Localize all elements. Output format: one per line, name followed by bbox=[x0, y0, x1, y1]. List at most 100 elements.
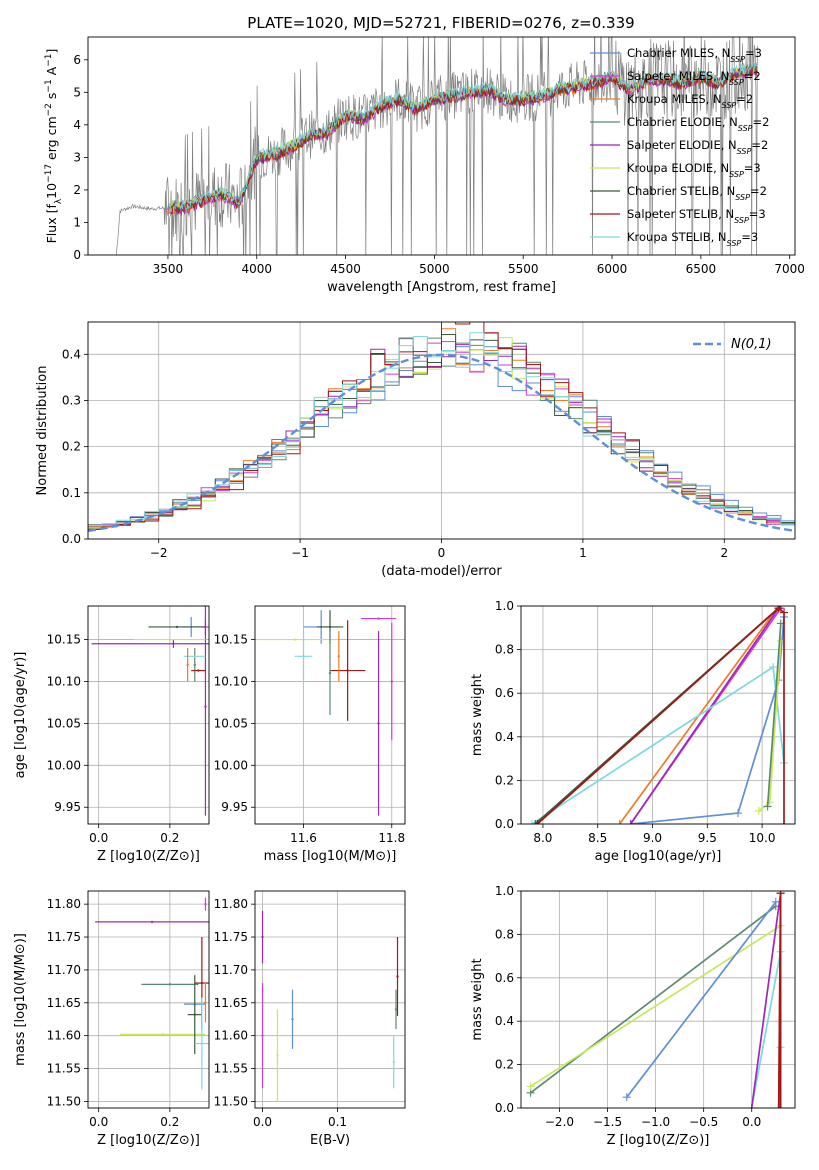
legend-sub: SSP bbox=[727, 239, 742, 248]
panel-mass-weight-vs-age: 8.0 8.5 9.0 9.5 10.0 0.0 0.2 0.4 0.6 0.8 1.0 age [l… bbox=[470, 599, 796, 864]
y-tick-label: 10.15 bbox=[47, 633, 81, 647]
figure-title: PLATE=1020, MJD=52721, FIBERID=0276, z=0… bbox=[247, 14, 634, 32]
weight-marker bbox=[626, 820, 635, 824]
y-tick-label: 0.8 bbox=[495, 927, 514, 941]
y-tick-label: 1.0 bbox=[495, 884, 514, 898]
spectrum-lines bbox=[116, 37, 758, 255]
x-tick-label: 0.0 bbox=[89, 1115, 108, 1129]
x-tick-label: 11.8 bbox=[378, 831, 405, 845]
y-tick-label: 11.65 bbox=[214, 996, 248, 1010]
x-tick-label: 0.0 bbox=[253, 1115, 272, 1129]
errorbar-point bbox=[390, 680, 393, 683]
x-axis-label: E(B-V) bbox=[310, 1133, 350, 1148]
y-tick-label: 9.95 bbox=[54, 800, 81, 814]
legend-entry: Kroupa MILES, NSSP=2 bbox=[627, 92, 753, 110]
y-tick-label: 5 bbox=[73, 85, 81, 99]
y-axis-label: mass [log10(M/M⊙)] bbox=[13, 933, 28, 1066]
x-axis-label: (data-model)/error bbox=[381, 564, 502, 579]
axes-frame bbox=[520, 605, 796, 825]
weight-marker bbox=[526, 1082, 535, 1091]
y-tick-label: 11.60 bbox=[47, 1029, 81, 1043]
y-tick-label: 11.70 bbox=[47, 963, 81, 977]
legend-label: Chabrier STELIB, N bbox=[627, 184, 735, 198]
legend-sub: SSP bbox=[729, 170, 744, 179]
histograms bbox=[88, 322, 795, 533]
y-tick-label: 2 bbox=[73, 183, 81, 197]
x-tick-label: 9.0 bbox=[643, 831, 662, 845]
errorbar-point bbox=[328, 625, 332, 629]
y-axis-label: Normed distribution bbox=[35, 366, 50, 496]
legend-label: Chabrier MILES, N bbox=[627, 46, 730, 60]
errorbar-point bbox=[200, 981, 204, 985]
errorbar-point bbox=[168, 983, 172, 986]
x-tick-label: 0.0 bbox=[742, 1115, 761, 1129]
x-tick-label: 8.0 bbox=[533, 831, 552, 845]
errorbar-point bbox=[396, 975, 399, 978]
y-tick-label: 11.65 bbox=[47, 996, 81, 1010]
errorbar-point bbox=[204, 902, 207, 906]
errorbar-point bbox=[200, 1042, 204, 1045]
panel-mass-vs-Z: 0.0 0.2 11.50 11.55 11.60 11.65 11.70 11.75 11.8… bbox=[13, 890, 210, 1148]
y-tick-label: 1 bbox=[73, 215, 81, 229]
y-tick-label: 11.50 bbox=[214, 1094, 248, 1108]
y-axis-label: mass weight bbox=[470, 674, 485, 756]
y-label-part: 10 bbox=[44, 183, 59, 199]
errorbar-point bbox=[346, 669, 349, 672]
y-tick-label: 0.1 bbox=[62, 486, 81, 500]
y-tick-label: 11.50 bbox=[47, 1094, 81, 1108]
y-tick-label: 6 bbox=[73, 53, 81, 67]
legend-sub: SSP bbox=[722, 101, 737, 110]
errorbar-point bbox=[394, 1008, 398, 1011]
weight-marker bbox=[776, 891, 785, 898]
y-tick-label: 0.8 bbox=[495, 643, 514, 657]
y-label-part: f bbox=[44, 204, 59, 209]
model-series-7 bbox=[171, 64, 758, 215]
x-tick-label: 0.0 bbox=[89, 831, 108, 845]
y-label-part: −1 bbox=[44, 53, 54, 66]
weight-line-0 bbox=[530, 905, 777, 1094]
y-tick-label: 0.2 bbox=[495, 773, 514, 787]
model-series-8 bbox=[172, 62, 758, 210]
y-tick-label: 0.6 bbox=[495, 686, 514, 700]
y-axis-label: Flux [fλ10−17 erg cm−2 s−1 A−1] bbox=[44, 49, 64, 244]
errorbar-point bbox=[204, 705, 207, 708]
axes-frame bbox=[87, 321, 796, 540]
y-axis-label: mass weight bbox=[470, 958, 485, 1040]
y-tick-label: 10.00 bbox=[47, 758, 81, 772]
weight-marker bbox=[771, 897, 780, 906]
legend-entry: N(0,1) bbox=[731, 337, 772, 352]
y-tick-label: 4 bbox=[73, 118, 81, 132]
y-tick-label: 10.05 bbox=[214, 716, 248, 730]
x-axis-label: Z [log10(Z/Z⊙)] bbox=[97, 1133, 200, 1148]
x-tick-label: 2 bbox=[720, 546, 728, 560]
legend-label: Salpeter STELIB, N bbox=[627, 207, 734, 221]
x-tick-label: −0.5 bbox=[689, 1115, 718, 1129]
errorbar-point bbox=[193, 1013, 196, 1016]
x-tick-label: −1 bbox=[291, 546, 309, 560]
errorbar-point bbox=[377, 722, 380, 725]
x-tick-label: 8.5 bbox=[588, 831, 607, 845]
errorbar-point bbox=[193, 655, 196, 658]
legend-entry: Salpeter ELODIE, NSSP=2 bbox=[627, 138, 768, 156]
legend-tail: =2 bbox=[744, 69, 761, 83]
weight-line-1 bbox=[530, 924, 782, 1088]
x-tick-label: 5000 bbox=[419, 262, 450, 276]
x-tick-label: 4500 bbox=[330, 262, 361, 276]
legend-sub: SSP bbox=[735, 193, 750, 202]
panel-residuals: −2 −1 0 1 2 0.0 0.1 0.2 0.3 0.4 (data-model)/error… bbox=[35, 321, 796, 579]
y-tick-label: 11.60 bbox=[214, 1029, 248, 1043]
x-axis-label: Z [log10(Z/Z⊙)] bbox=[607, 1133, 710, 1148]
panel-mass-vs-ebv: 0.0 0.1 11.50 11.55 11.60 11.65 11.70 11.75 11.8… bbox=[214, 890, 406, 1148]
y-label-part: s bbox=[44, 93, 59, 104]
errorbar-point bbox=[392, 1060, 395, 1064]
weight-marker bbox=[754, 806, 763, 815]
panel-spectrum: 3500 4000 4500 5000 5500 6000 6500 7000 0 1 2 3 4 5 6 w… bbox=[44, 36, 805, 295]
legend-entry: Chabrier STELIB, NSSP=2 bbox=[627, 184, 767, 202]
y-tick-label: 9.95 bbox=[221, 800, 248, 814]
y-label-part: Flux [ bbox=[44, 209, 59, 244]
y-tick-label: 10.10 bbox=[214, 674, 248, 688]
errorbar-point bbox=[293, 638, 296, 641]
legend-tail: =3 bbox=[744, 161, 761, 175]
panel-age-vs-Z: 0.0 0.2 9.95 10.00 10.05 10.10 10.15 Z [log10(Z… bbox=[13, 605, 210, 864]
x-tick-label: −1.5 bbox=[593, 1115, 622, 1129]
